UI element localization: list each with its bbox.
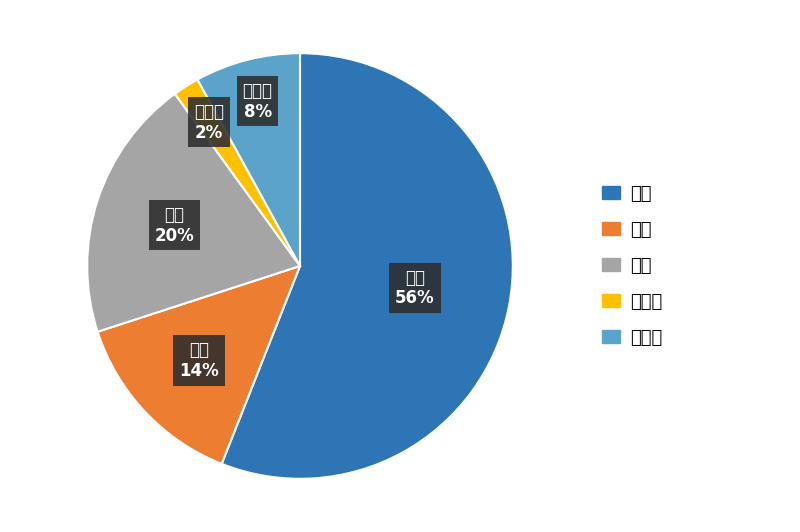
Text: 企業
20%: 企業 20% (154, 206, 194, 245)
Wedge shape (222, 53, 513, 479)
Text: 公務員
2%: 公務員 2% (194, 103, 224, 142)
Text: その他
8%: その他 8% (242, 82, 273, 121)
Wedge shape (87, 94, 300, 332)
Wedge shape (198, 53, 300, 266)
Text: 進学
56%: 進学 56% (395, 269, 434, 307)
Text: 教員
14%: 教員 14% (179, 342, 219, 380)
Wedge shape (98, 266, 300, 464)
Legend: 進学, 教員, 企業, 公務員, その他: 進学, 教員, 企業, 公務員, その他 (602, 185, 662, 347)
Wedge shape (175, 79, 300, 266)
